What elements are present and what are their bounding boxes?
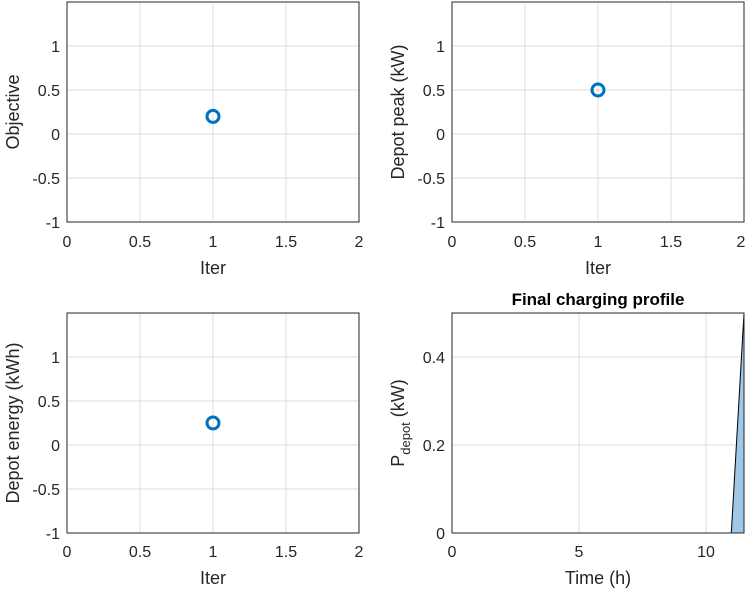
xtick-label: 1 — [209, 234, 218, 251]
ytick-label: -1 — [46, 215, 60, 232]
panel-objective: 0 0.5 1 1.5 2 1 0.5 0 -0.5 -1 Iter Objec… — [3, 1, 364, 278]
xtick-label: 0 — [63, 234, 72, 251]
xtick-label: 0.5 — [129, 544, 151, 561]
panel-charging-profile: Final charging profile 0 5 10 0 0.2 0.4 … — [388, 290, 745, 588]
ytick-label: 0.5 — [423, 83, 445, 100]
ytick-label: 0 — [436, 526, 445, 543]
x-axis-label: Time (h) — [565, 568, 631, 588]
xtick-label: 1 — [594, 234, 603, 251]
y-axis-label: Depot energy (kWh) — [3, 342, 23, 503]
data-points-objective — [205, 108, 221, 124]
xtick-label: 0 — [448, 234, 457, 251]
xtick-label: 0.5 — [514, 234, 536, 251]
data-points-depot-peak — [590, 82, 606, 98]
y-axis-label-sub: depot — [398, 422, 413, 455]
data-point — [205, 415, 221, 431]
panel-depot-energy: 0 0.5 1 1.5 2 1 0.5 0 -0.5 -1 Iter Depot… — [3, 312, 364, 588]
axes-charging-profile — [451, 312, 745, 534]
grid-depot-energy — [67, 313, 359, 533]
axes-frame-depot-energy — [66, 312, 360, 534]
ytick-label: -0.5 — [32, 482, 60, 499]
y-axis-label-main: P — [388, 455, 408, 467]
axes-frame-depot-peak — [451, 1, 745, 223]
ytick-label: 0.5 — [38, 394, 60, 411]
data-points-depot-energy — [205, 415, 221, 431]
ytick-label: -0.5 — [32, 171, 60, 188]
grid-depot-peak — [452, 2, 744, 222]
xtick-label: 1.5 — [275, 234, 297, 251]
chart-title: Final charging profile — [512, 290, 685, 309]
y-axis-label: Pdepot (kW) — [388, 379, 413, 467]
xtick-label: 2 — [355, 234, 364, 251]
xtick-label: 10 — [697, 544, 715, 561]
axes-frame-charging-profile — [451, 312, 745, 534]
ytick-label: 0 — [436, 127, 445, 144]
ytick-label: -1 — [431, 215, 445, 232]
ytick-label: 1 — [51, 39, 60, 56]
y-axis-label: Objective — [3, 74, 23, 149]
x-axis-label: Iter — [200, 258, 226, 278]
ytick-label: -0.5 — [417, 171, 445, 188]
y-axis-label: Depot peak (kW) — [388, 44, 408, 179]
ytick-label: 0.4 — [423, 350, 445, 367]
ytick-label: 0 — [51, 438, 60, 455]
grid-objective — [67, 2, 359, 222]
ytick-label: 1 — [51, 350, 60, 367]
xtick-label: 1.5 — [660, 234, 682, 251]
grid-charging-profile — [452, 313, 744, 533]
xtick-label: 0 — [63, 544, 72, 561]
xtick-label: 1.5 — [275, 544, 297, 561]
panel-depot-peak: 0 0.5 1 1.5 2 1 0.5 0 -0.5 -1 Iter Depot… — [388, 1, 746, 278]
y-axis-label-unit: (kW) — [388, 379, 408, 422]
xtick-label: 2 — [355, 544, 364, 561]
xtick-label: 2 — [737, 234, 746, 251]
axes-frame-objective — [66, 1, 360, 223]
ytick-label: 0.2 — [423, 438, 445, 455]
ytick-label: 1 — [436, 39, 445, 56]
x-axis-label: Iter — [585, 258, 611, 278]
xtick-label: 0.5 — [129, 234, 151, 251]
ytick-label: 0.5 — [38, 83, 60, 100]
xtick-label: 1 — [209, 544, 218, 561]
ytick-label: -1 — [46, 526, 60, 543]
ytick-label: 0 — [51, 127, 60, 144]
xtick-label: 5 — [575, 544, 584, 561]
data-point — [590, 82, 606, 98]
data-point — [205, 108, 221, 124]
xtick-label: 0 — [448, 544, 457, 561]
x-axis-label: Iter — [200, 568, 226, 588]
